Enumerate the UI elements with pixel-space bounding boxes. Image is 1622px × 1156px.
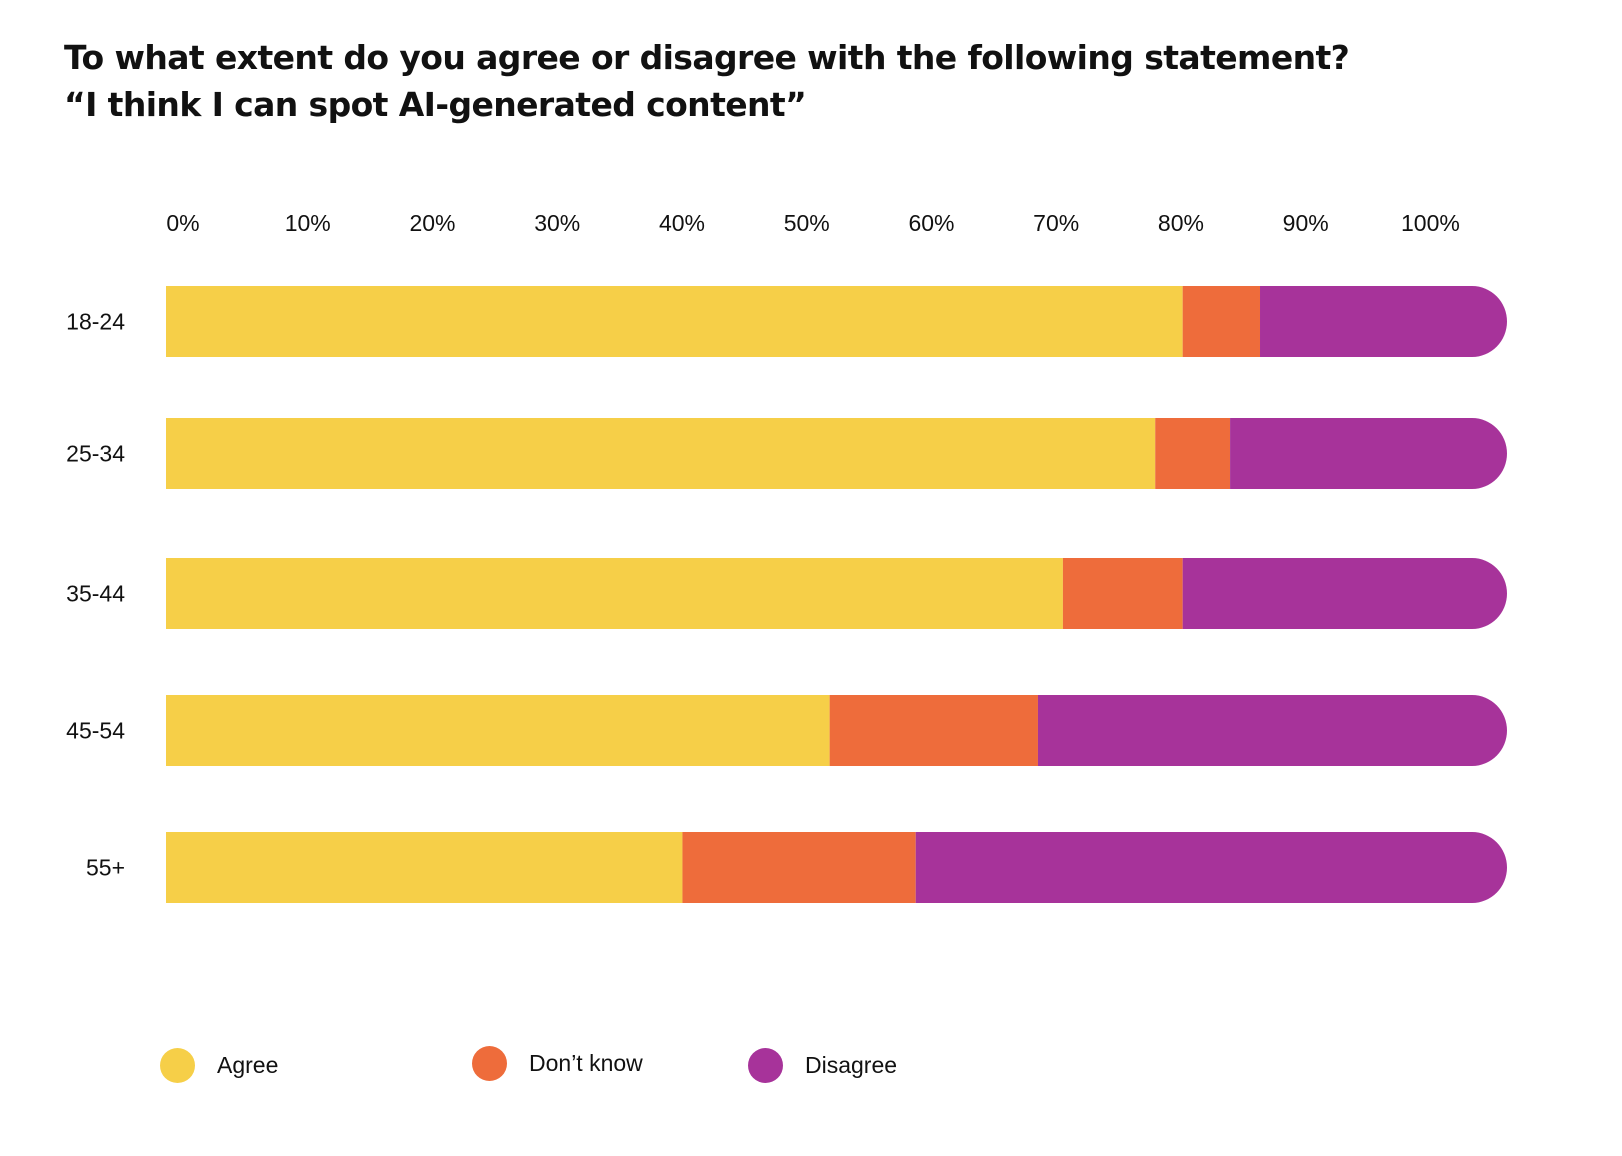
subtitle-line: “I think I can spot AI-generated content… [64,85,807,124]
bar-segment-dont-know: Don’t know: 18.7 [682,832,916,903]
x-tick-label: 60% [908,210,954,236]
category-label: 18-24 [66,309,125,335]
bar-segment-disagree: Disagree: 37.6 [1037,695,1507,766]
x-tick-label: 20% [409,210,455,236]
bar-segment-disagree: Disagree: 47.4 [915,832,1507,903]
x-tick-label: 50% [784,210,830,236]
bar-row-25-34: Agree: 79.3Don’t know: 6Disagree: 22.2 [166,418,1507,489]
x-tick-label: 80% [1158,210,1204,236]
category-labels: 18-24 25-34 35-44 45-54 55+ [66,309,125,881]
bar-segment-dont-know: Don’t know: 6 [1155,418,1231,489]
bar-segment-disagree: Disagree: 22.2 [1230,418,1507,489]
bar-segment-disagree: Disagree: 26 [1182,558,1507,629]
bar-segment-agree: Agree: 81.5 [166,286,1183,357]
x-tick-label: 30% [534,210,580,236]
x-tick-label: 70% [1033,210,1079,236]
bar-segment-dont-know: Don’t know: 6.2 [1182,286,1261,357]
legend-swatch-dont-know [472,1046,507,1081]
legend-label-dont-know: Don’t know [529,1050,643,1076]
legend-swatch-disagree [748,1048,783,1083]
x-tick-label: 40% [659,210,705,236]
title-line: To what extent do you agree or disagree … [64,38,1350,77]
x-tick-label: 0% [166,210,199,236]
x-tick-label: 100% [1401,210,1460,236]
category-label: 45-54 [66,718,125,744]
category-label: 25-34 [66,441,125,467]
bar-segment-dont-know: Don’t know: 16.7 [829,695,1038,766]
bar-row-35-44: Agree: 71.9Don’t know: 9.6Disagree: 26 [166,558,1507,629]
bar-segment-agree: Agree: 53.2 [166,695,830,766]
legend-item-dont-know: Don’t know [472,1046,643,1081]
legend-item-agree: Agree [160,1048,278,1083]
legend-item-disagree: Disagree [748,1048,897,1083]
bar-segment-agree: Agree: 71.9 [166,558,1063,629]
bar-segment-agree: Agree: 41.4 [166,832,683,903]
category-label: 55+ [86,855,125,881]
category-label: 35-44 [66,581,125,607]
bar-segment-agree: Agree: 79.3 [166,418,1156,489]
bar-row-55+: Agree: 41.4Don’t know: 18.7Disagree: 47.… [166,832,1507,903]
bar-row-45-54: Agree: 53.2Don’t know: 16.7Disagree: 37.… [166,695,1507,766]
bars: Agree: 81.5Don’t know: 6.2Disagree: 19.8… [166,286,1507,903]
x-axis-ticks: 0% 10% 20% 30% 40% 50% 60% 70% 80% 90% 100% [166,210,1459,236]
bar-row-18-24: Agree: 81.5Don’t know: 6.2Disagree: 19.8 [166,286,1507,357]
bar-segment-disagree: Disagree: 19.8 [1260,286,1507,357]
legend-swatch-agree [160,1048,195,1083]
x-tick-label: 90% [1283,210,1329,236]
x-tick-label: 10% [285,210,331,236]
chart-title: To what extent do you agree or disagree … [64,34,1350,128]
legend-label-agree: Agree [217,1052,279,1078]
legend-label-disagree: Disagree [805,1052,898,1078]
bar-segment-dont-know: Don’t know: 9.6 [1062,558,1183,629]
